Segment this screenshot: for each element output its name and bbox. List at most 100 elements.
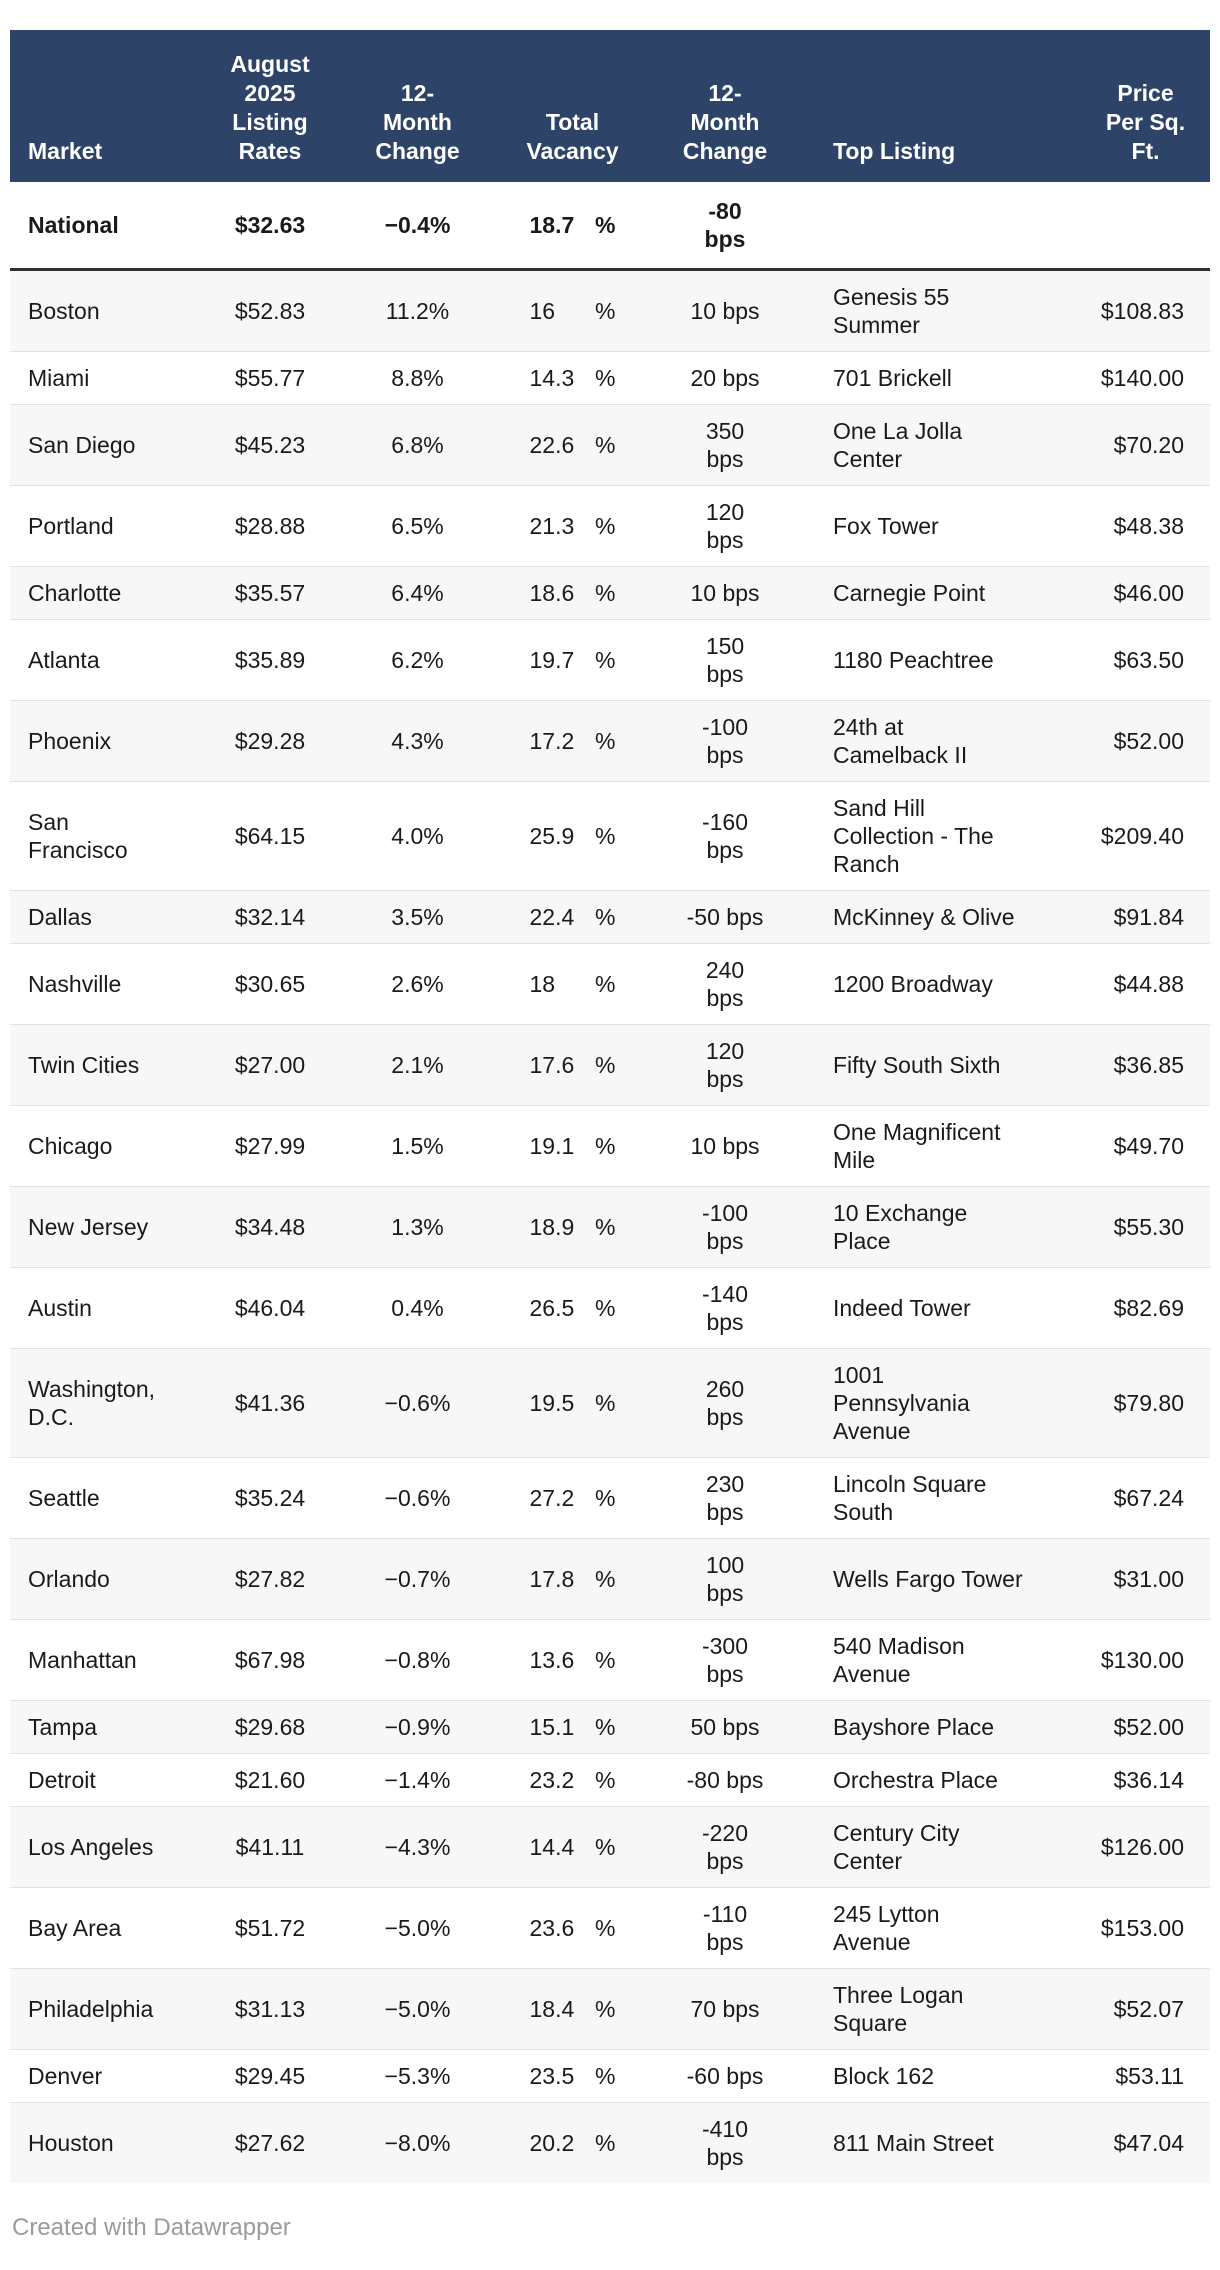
price-cell: $52.00 — [1113, 728, 1184, 754]
price-cell: $126.00 — [1100, 1834, 1184, 1860]
market-cell: New Jersey — [28, 1214, 149, 1240]
vacancy-cell: 27.2 % — [490, 1458, 655, 1539]
bps-cell: 240 bps — [705, 957, 745, 1011]
vacancy-cell: 23.6 % — [490, 1888, 655, 1969]
vacancy-percent-sign: % — [595, 1915, 616, 1941]
price-cell: $82.69 — [1113, 1295, 1184, 1321]
price-cell: $36.85 — [1113, 1052, 1184, 1078]
rate-cell: $41.11 — [235, 1834, 305, 1860]
top-listing-cell — [795, 182, 1045, 270]
vacancy-cell: 26.5 % — [490, 1268, 655, 1349]
market-cell: Charlotte — [28, 580, 122, 606]
table-row: Denver $29.45 −5.3% 23.5 % -60 bps Block… — [10, 2049, 1210, 2103]
vacancy-number: 19.1 — [529, 1133, 575, 1159]
vacancy-number: 21.3 — [529, 513, 575, 539]
price-cell: $153.00 — [1100, 1915, 1184, 1941]
top-listing-cell: McKinney & Olive — [833, 904, 1015, 930]
top-listing-cell: Indeed Tower — [833, 1295, 971, 1321]
change-cell: −0.7% — [384, 1566, 451, 1592]
vacancy-percent-sign: % — [595, 1133, 616, 1159]
market-cell: Chicago — [28, 1133, 113, 1159]
vacancy-number: 25.9 — [529, 823, 575, 849]
rate-cell: $67.98 — [234, 1647, 306, 1673]
vacancy-cell: 21.3 % — [490, 486, 655, 567]
table-row: Boston $52.83 11.2% 16 % 10 bps Genesis … — [10, 269, 1210, 352]
vacancy-value-group: 17.2 % — [530, 727, 616, 755]
datawrapper-credit-link[interactable]: Created with Datawrapper — [12, 2214, 291, 2241]
bps-cell: 10 bps — [690, 580, 760, 606]
vacancy-value-group: 23.2 % — [530, 1766, 616, 1794]
table-row: Charlotte $35.57 6.4% 18.6 % 10 bps Carn… — [10, 566, 1210, 620]
vacancy-number: 23.6 — [529, 1915, 575, 1941]
vacancy-number: 23.5 — [529, 2063, 575, 2089]
vacancy-value-group: 18 % — [530, 970, 616, 998]
rate-cell: $32.63 — [234, 212, 306, 238]
change-cell: −5.0% — [384, 1915, 451, 1941]
vacancy-value-group: 14.3 % — [530, 364, 616, 392]
change-cell: −0.8% — [384, 1647, 451, 1673]
table-row: Detroit $21.60 −1.4% 23.2 % -80 bps Orch… — [10, 1753, 1210, 1807]
top-listing-cell: Lincoln Square South — [833, 1471, 987, 1525]
vacancy-percent-sign: % — [595, 1767, 616, 1793]
vacancy-number: 18.7 — [529, 212, 575, 238]
bps-cell: 70 bps — [690, 1996, 760, 2022]
market-cell: Manhattan — [28, 1647, 137, 1673]
change-cell: 1.5% — [391, 1133, 444, 1159]
price-cell: $130.00 — [1100, 1647, 1184, 1673]
vacancy-number: 26.5 — [529, 1295, 575, 1321]
vacancy-cell: 18.6 % — [490, 567, 655, 620]
rate-cell: $51.72 — [234, 1915, 306, 1941]
top-listing-cell: Orchestra Place — [833, 1767, 998, 1793]
change-cell: 2.6% — [391, 971, 444, 997]
change-cell: −0.4% — [384, 212, 451, 238]
vacancy-cell: 17.8 % — [490, 1539, 655, 1620]
vacancy-percent-sign: % — [595, 1052, 616, 1078]
top-listing-cell: 811 Main Street — [833, 2130, 994, 2156]
bps-cell: 230 bps — [705, 1471, 745, 1525]
market-rows: Boston $52.83 11.2% 16 % 10 bps Genesis … — [10, 269, 1210, 2183]
price-cell — [1045, 182, 1210, 270]
rate-cell: $29.28 — [234, 728, 306, 754]
change-cell: −1.4% — [384, 1767, 451, 1793]
header-row: Market August 2025 Listing Rates 12- Mon… — [10, 30, 1210, 182]
table-header: Market August 2025 Listing Rates 12- Mon… — [10, 30, 1210, 182]
top-listing-cell: Fifty South Sixth — [833, 1052, 1001, 1078]
table-row: San Diego $45.23 6.8% 22.6 % 350 bps One… — [10, 404, 1210, 486]
market-cell: Portland — [28, 513, 114, 539]
market-cell: National — [28, 212, 119, 238]
vacancy-percent-sign: % — [595, 298, 616, 324]
vacancy-cell: 25.9 % — [490, 782, 655, 891]
table-row: Chicago $27.99 1.5% 19.1 % 10 bps One Ma… — [10, 1105, 1210, 1187]
price-cell: $91.84 — [1113, 904, 1184, 930]
change-cell: −0.6% — [384, 1485, 451, 1511]
vacancy-number: 19.7 — [529, 647, 575, 673]
top-listing-cell: 701 Brickell — [833, 365, 952, 391]
price-cell: $63.50 — [1113, 647, 1184, 673]
change-cell: −0.6% — [384, 1390, 451, 1416]
vacancy-number: 20.2 — [529, 2130, 575, 2156]
bps-cell: 260 bps — [705, 1376, 745, 1430]
rate-cell: $27.62 — [234, 2130, 306, 2156]
market-cell: Detroit — [28, 1767, 96, 1793]
top-listing-cell: 10 Exchange Place — [833, 1200, 968, 1254]
vacancy-cell: 23.5 % — [490, 2050, 655, 2103]
vacancy-value-group: 22.6 % — [530, 431, 616, 459]
vacancy-number: 17.2 — [529, 728, 575, 754]
market-cell: Boston — [28, 298, 100, 324]
price-cell: $140.00 — [1100, 365, 1184, 391]
vacancy-percent-sign: % — [595, 1834, 616, 1860]
vacancy-value-group: 16 % — [530, 297, 616, 325]
vacancy-cell: 15.1 % — [490, 1701, 655, 1754]
table-row: Atlanta $35.89 6.2% 19.7 % 150 bps 1180 … — [10, 619, 1210, 701]
market-cell: Phoenix — [28, 728, 112, 754]
vacancy-cell: 17.2 % — [490, 701, 655, 782]
vacancy-number: 18.6 — [529, 580, 575, 606]
rate-cell: $34.48 — [234, 1214, 306, 1240]
rate-cell: $27.00 — [234, 1052, 306, 1078]
rate-cell: $27.82 — [234, 1566, 306, 1592]
bps-cell: 10 bps — [690, 1133, 760, 1159]
top-listing-cell: Bayshore Place — [833, 1714, 995, 1740]
top-listing-cell: Sand Hill Collection - The Ranch — [833, 795, 994, 877]
rate-cell: $41.36 — [234, 1390, 306, 1416]
market-cell: Bay Area — [28, 1915, 122, 1941]
